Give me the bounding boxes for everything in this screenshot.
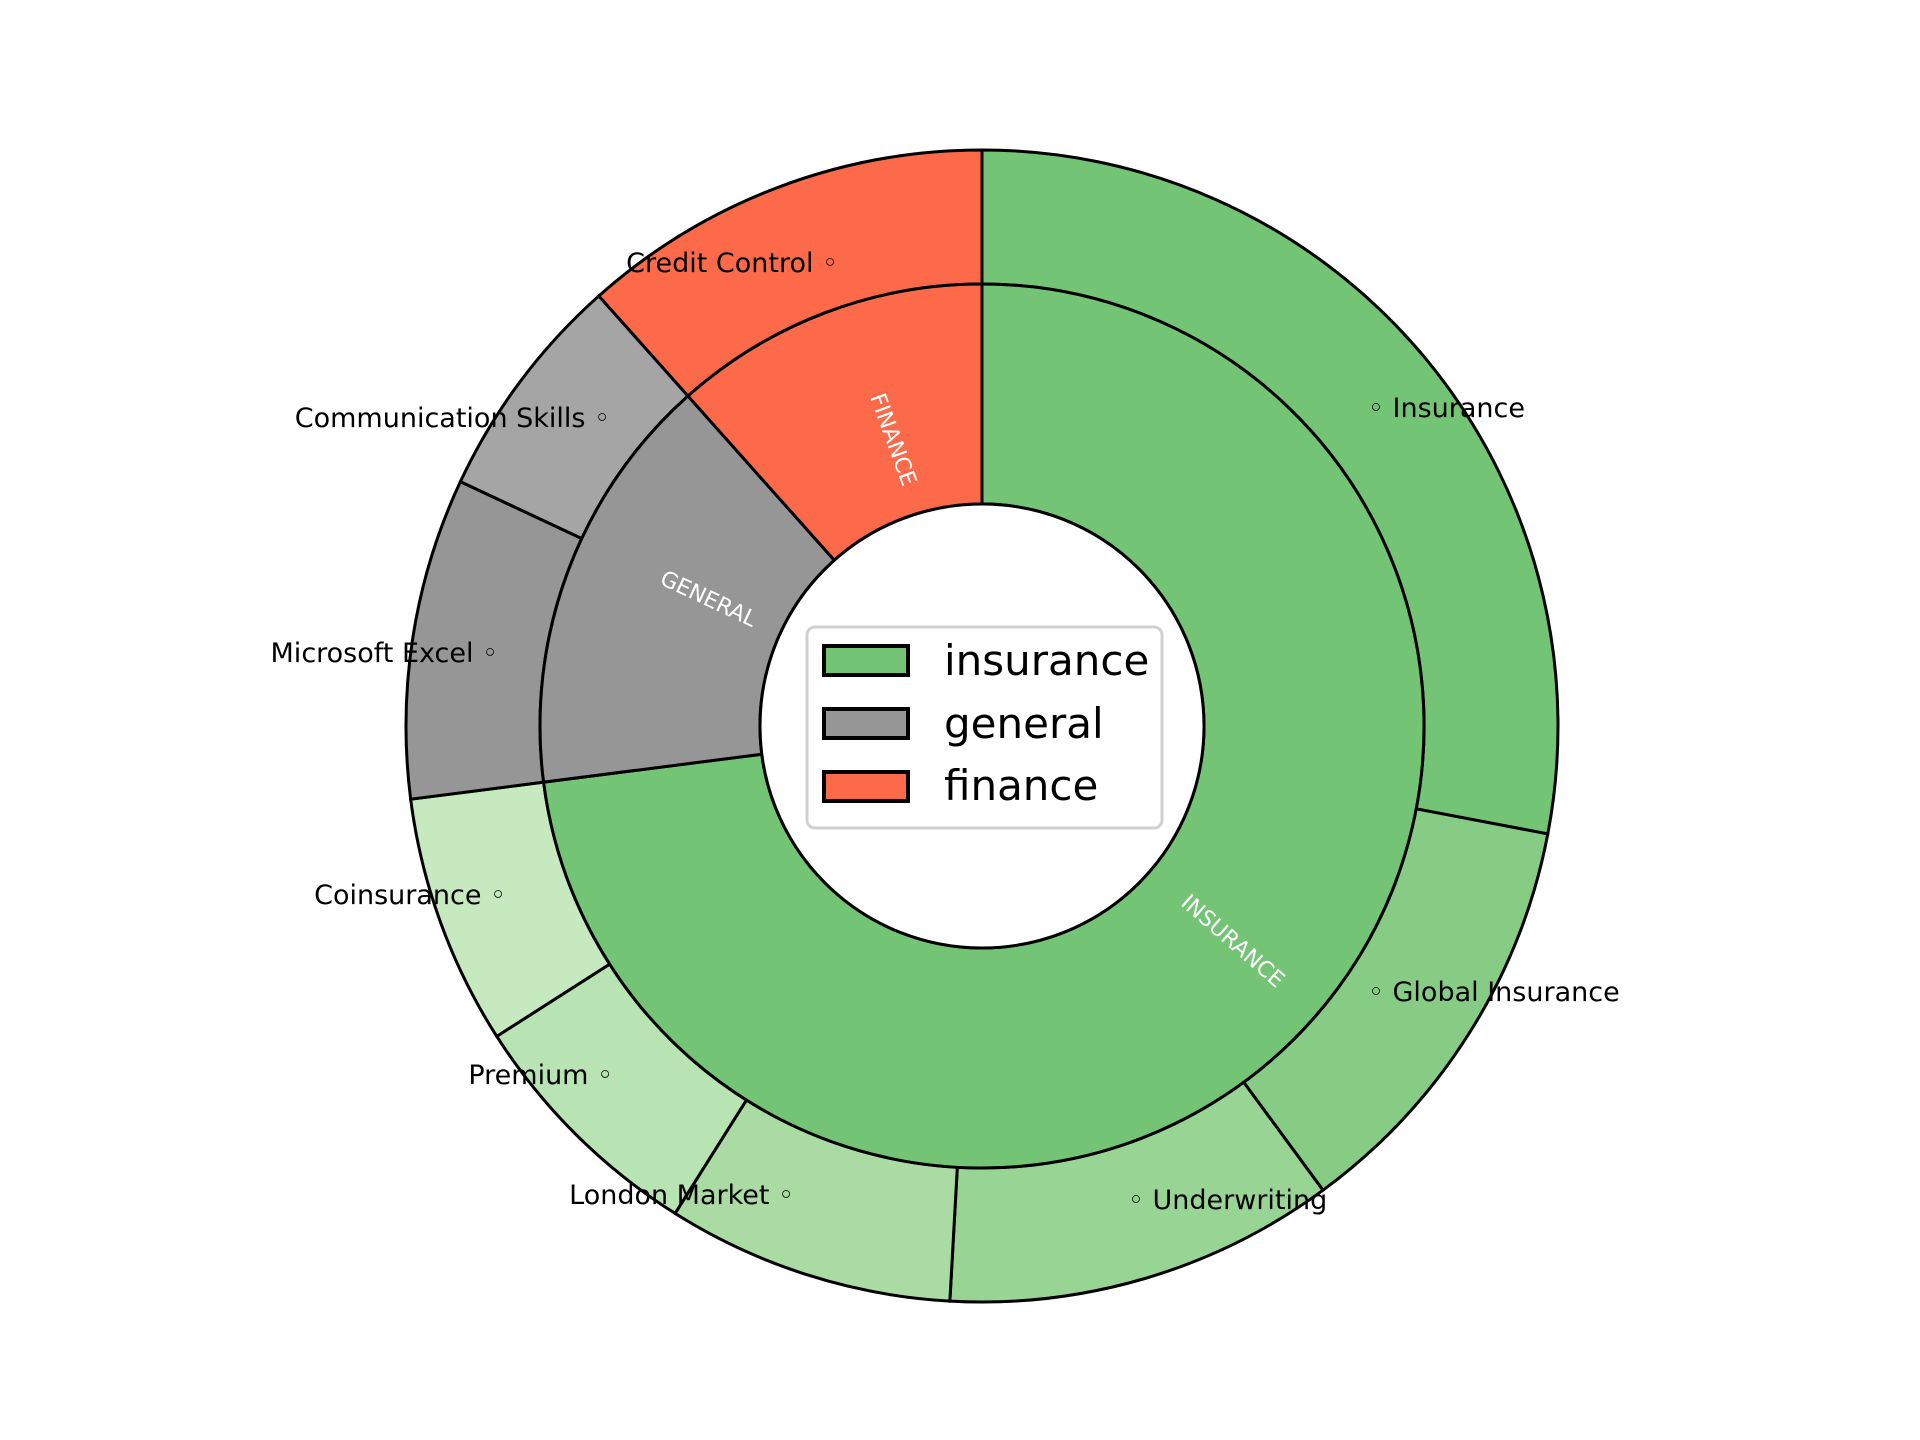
outer-label-london-market: London Market ◦ [569, 1180, 794, 1211]
inner-ring [538, 282, 1426, 1170]
outer-label-insurance: ◦ Insurance [1368, 393, 1525, 424]
outer-label-underwriting: ◦ Underwriting [1128, 1185, 1327, 1216]
outer-label-microsoft-excel: Microsoft Excel ◦ [271, 638, 498, 669]
legend-label-insurance: insurance [944, 636, 1149, 685]
outer-label-premium: Premium ◦ [468, 1060, 613, 1091]
outer-ring [404, 148, 1560, 1304]
outer-label-global-insurance: ◦ Global Insurance [1368, 977, 1620, 1008]
legend-swatch-general [822, 707, 910, 740]
legend-label-general: general [944, 699, 1104, 748]
outer-label-communication-skills: Communication Skills ◦ [295, 403, 610, 434]
legend-swatch-insurance [822, 644, 910, 677]
outer-label-credit-control: Credit Control ◦ [626, 248, 838, 279]
legend-label-finance: finance [944, 761, 1098, 810]
outer-ring-labels: ◦ Insurance ◦ Global Insurance ◦ Underwrit… [271, 248, 1620, 1216]
legend-swatch-finance [822, 770, 910, 803]
legend: insurance general finance [805, 625, 1164, 830]
outer-label-coinsurance: Coinsurance ◦ [314, 880, 506, 911]
